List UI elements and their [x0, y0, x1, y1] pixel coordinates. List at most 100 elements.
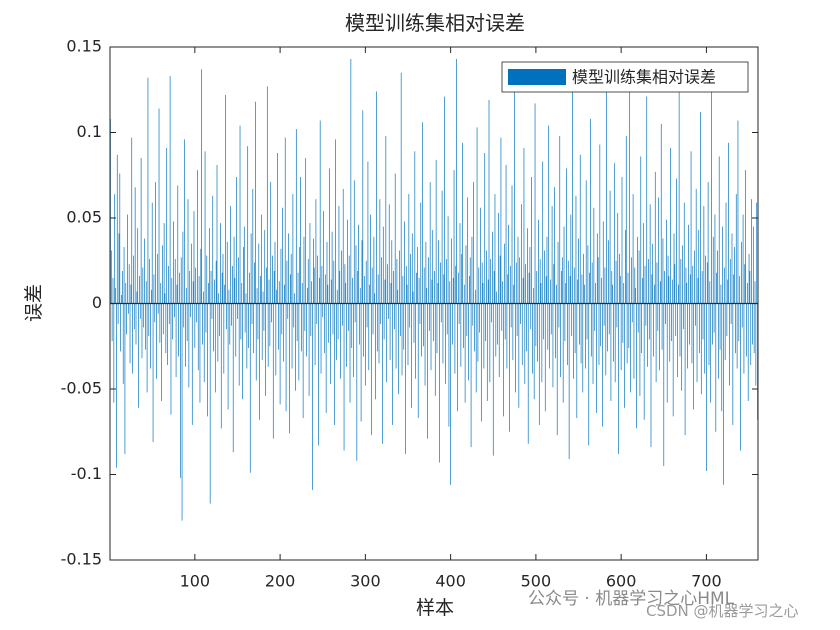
bar — [382, 226, 384, 304]
bar — [700, 303, 702, 395]
bar — [254, 262, 255, 304]
bar — [678, 84, 680, 304]
bar — [517, 236, 519, 304]
bar — [116, 154, 118, 304]
bar — [305, 158, 307, 304]
bar — [723, 267, 725, 304]
bar — [317, 255, 318, 304]
bar — [160, 282, 162, 304]
bar — [676, 178, 677, 304]
bar — [437, 282, 439, 304]
chart-title: 模型训练集相对误差 — [345, 11, 525, 35]
bar — [140, 158, 142, 304]
bar — [167, 303, 168, 366]
bar — [581, 274, 583, 304]
bar — [458, 303, 460, 325]
bar — [556, 284, 557, 304]
bar — [295, 303, 296, 391]
bar — [421, 303, 422, 357]
bar — [369, 284, 370, 304]
bar — [343, 303, 345, 451]
bar — [401, 303, 403, 376]
bar — [349, 303, 351, 403]
bar — [307, 288, 308, 304]
bar — [138, 303, 139, 408]
bar — [151, 289, 152, 304]
bar — [642, 223, 644, 304]
bar — [191, 243, 192, 304]
bar — [742, 214, 744, 304]
bar — [674, 264, 676, 304]
bar — [389, 303, 391, 360]
bar — [422, 122, 423, 304]
bar — [690, 151, 692, 304]
bar — [590, 118, 591, 304]
bar — [362, 110, 364, 304]
bar — [215, 260, 217, 304]
bar — [165, 303, 167, 354]
bar — [473, 182, 474, 304]
bar — [563, 226, 565, 304]
bar — [232, 303, 234, 453]
bar — [118, 233, 120, 304]
bar — [604, 267, 606, 304]
bar — [666, 303, 668, 403]
bar — [219, 303, 220, 336]
bar — [185, 288, 187, 304]
bar — [529, 247, 531, 304]
bar — [614, 303, 616, 383]
bar — [514, 84, 515, 304]
bar — [525, 264, 526, 304]
bar — [634, 267, 636, 304]
bar — [716, 272, 717, 304]
bar — [629, 70, 631, 304]
bar — [721, 303, 723, 412]
bar — [298, 303, 300, 381]
bar — [315, 199, 317, 304]
bar — [432, 229, 434, 304]
bar — [405, 265, 407, 304]
bar — [278, 281, 280, 304]
bar — [338, 206, 340, 304]
bar — [182, 231, 184, 304]
bar — [751, 199, 752, 304]
bar — [377, 274, 379, 304]
bar — [212, 195, 214, 304]
bar — [456, 58, 457, 304]
bar — [374, 293, 376, 304]
bar — [314, 303, 316, 366]
bar — [309, 223, 311, 304]
bar — [120, 303, 121, 352]
bar — [127, 303, 129, 314]
bar — [253, 303, 255, 354]
bar — [363, 303, 364, 357]
bar — [444, 96, 445, 304]
bar — [261, 303, 263, 360]
bar — [367, 161, 369, 304]
bar — [442, 303, 444, 364]
bar — [722, 226, 723, 304]
bar — [345, 282, 347, 304]
x-tick-label: 700 — [691, 572, 722, 591]
bar — [412, 291, 414, 304]
bar — [214, 303, 216, 393]
bar — [680, 259, 682, 304]
bar — [530, 303, 532, 330]
bar — [450, 303, 451, 485]
bar — [482, 282, 484, 304]
bar — [168, 265, 169, 304]
bar — [532, 303, 533, 374]
bar — [395, 303, 397, 369]
bar — [370, 303, 372, 436]
bar — [567, 260, 569, 304]
bar — [346, 303, 347, 367]
bar — [261, 214, 262, 304]
bar — [220, 223, 221, 304]
bar — [227, 303, 229, 410]
bar — [258, 243, 260, 304]
bar — [510, 303, 512, 328]
bar — [207, 303, 208, 417]
bar — [137, 228, 139, 304]
bar — [383, 303, 385, 340]
